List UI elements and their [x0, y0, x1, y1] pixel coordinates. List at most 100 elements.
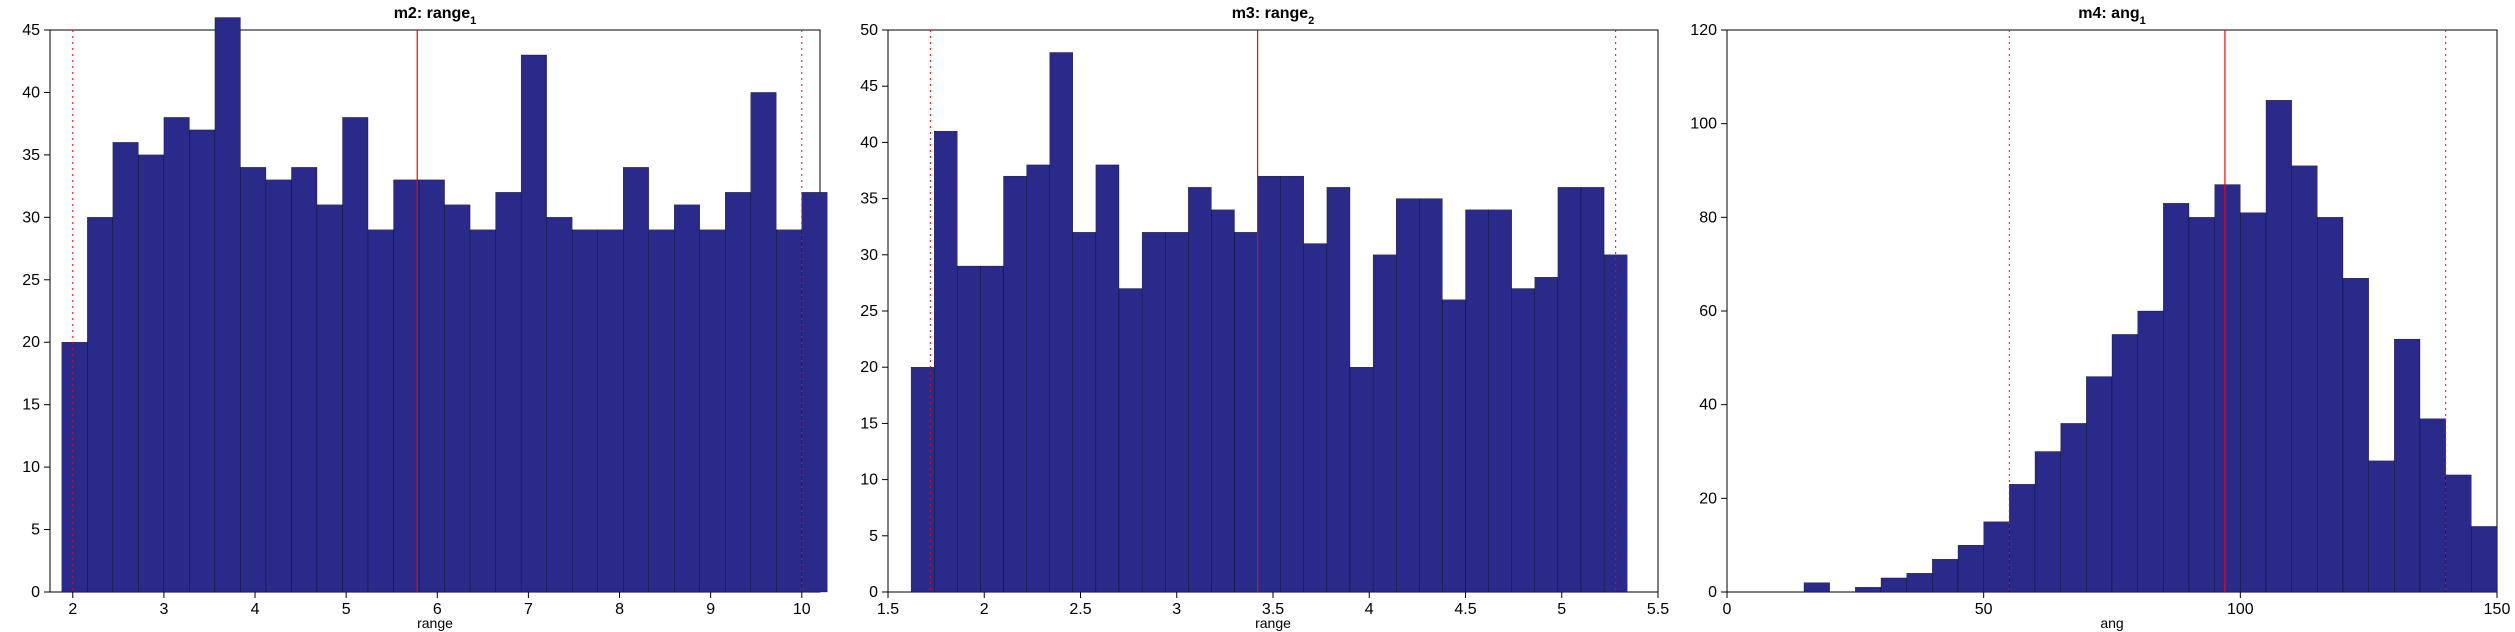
y-tick-label: 10 — [861, 472, 879, 489]
y-tick-label: 40 — [861, 134, 879, 151]
y-tick-label: 30 — [22, 209, 40, 226]
histogram-bar — [317, 205, 343, 592]
histogram-bar — [1304, 244, 1327, 592]
y-tick-label: 40 — [1699, 397, 1717, 414]
histogram-bar — [1443, 300, 1466, 592]
x-tick-label: 5 — [342, 601, 351, 618]
histogram-bar — [700, 230, 726, 592]
y-tick-label: 5 — [31, 522, 40, 539]
histogram-bar — [802, 192, 828, 592]
histogram-bar — [2112, 334, 2138, 592]
histogram-bar — [1027, 165, 1050, 592]
histogram-panel-1: 1.522.533.544.555.505101520253035404550m… — [838, 0, 1676, 632]
x-axis-label: ang — [2100, 615, 2123, 631]
histogram-bar — [394, 180, 420, 592]
y-tick-label: 40 — [22, 84, 40, 101]
histogram-bar — [935, 131, 958, 592]
histogram-bar — [1050, 52, 1073, 592]
x-tick-label: 150 — [2483, 601, 2510, 618]
histogram-bar — [2317, 217, 2343, 592]
histogram-bar — [751, 92, 777, 592]
histogram-bar — [2368, 461, 2394, 592]
y-tick-label: 5 — [869, 528, 878, 545]
histogram-bar — [1420, 199, 1443, 592]
histogram-bar — [1466, 210, 1489, 592]
histogram-bar — [240, 167, 266, 592]
histogram-bar — [1327, 187, 1350, 592]
histogram-bar — [1932, 559, 1958, 592]
histogram-bar — [62, 342, 88, 592]
histogram-panel-0: 2345678910051015202530354045m2: range1ra… — [0, 0, 838, 632]
histogram-bar — [1983, 522, 2009, 592]
histogram-bar — [343, 117, 369, 592]
histogram-bar — [1350, 367, 1373, 592]
histogram-bar — [2471, 526, 2497, 592]
histogram-bar — [164, 117, 190, 592]
histogram-bar — [776, 230, 802, 592]
y-tick-label: 30 — [861, 247, 879, 264]
histogram-bar — [87, 217, 113, 592]
y-tick-label: 0 — [1708, 584, 1717, 601]
histogram-bar — [1119, 289, 1142, 592]
x-tick-label: 3 — [159, 601, 168, 618]
histogram-panel-2: 050100150020406080100120m4: ang1ang — [1677, 0, 2515, 632]
y-tick-label: 20 — [22, 334, 40, 351]
y-tick-label: 45 — [861, 78, 879, 95]
x-tick-label: 8 — [615, 601, 624, 618]
histogram-bar — [725, 192, 751, 592]
histogram-bar — [496, 192, 522, 592]
histogram-bar — [266, 180, 292, 592]
x-tick-label: 4 — [1365, 601, 1374, 618]
histogram-bar — [1958, 545, 1984, 592]
x-tick-label: 2.5 — [1070, 601, 1092, 618]
x-tick-label: 9 — [706, 601, 715, 618]
histogram-bar — [623, 167, 649, 592]
x-tick-label: 1.5 — [877, 601, 899, 618]
histogram-bar — [1489, 210, 1512, 592]
histogram-bar — [1535, 277, 1558, 592]
x-tick-label: 2 — [980, 601, 989, 618]
histogram-bar — [1881, 578, 1907, 592]
histogram-bar — [1558, 187, 1581, 592]
histogram-bar — [419, 180, 445, 592]
histogram-bar — [2420, 419, 2446, 592]
x-tick-label: 4 — [251, 601, 260, 618]
histogram-bar — [1096, 165, 1119, 592]
x-tick-label: 50 — [1974, 601, 1992, 618]
y-tick-label: 20 — [1699, 490, 1717, 507]
histogram-bar — [1855, 587, 1881, 592]
x-axis-label: range — [417, 615, 453, 631]
x-tick-label: 2 — [68, 601, 77, 618]
histogram-bar — [521, 55, 547, 592]
y-tick-label: 35 — [861, 191, 879, 208]
x-tick-label: 100 — [2227, 601, 2254, 618]
y-tick-label: 25 — [861, 303, 879, 320]
histogram-bar — [291, 167, 317, 592]
x-tick-label: 5.5 — [1647, 601, 1669, 618]
histogram-bar — [215, 18, 241, 592]
y-tick-label: 25 — [22, 272, 40, 289]
histogram-bar — [445, 205, 471, 592]
histogram-bar — [2445, 475, 2471, 592]
y-tick-label: 120 — [1690, 22, 1717, 39]
histogram-bar — [1235, 232, 1258, 592]
histogram-bar — [1581, 187, 1604, 592]
x-tick-label: 4.5 — [1455, 601, 1477, 618]
histogram-bar — [981, 266, 1004, 592]
histogram-bar — [1166, 232, 1189, 592]
x-tick-label: 5 — [1558, 601, 1567, 618]
histogram-bar — [2394, 339, 2420, 592]
x-tick-label: 0 — [1722, 601, 1731, 618]
histogram-bar — [1142, 232, 1165, 592]
histogram-bar — [598, 230, 624, 592]
histogram-bar — [1906, 573, 1932, 592]
y-tick-label: 80 — [1699, 209, 1717, 226]
histogram-bar — [547, 217, 573, 592]
x-axis-label: range — [1255, 615, 1291, 631]
histogram-bar — [2060, 423, 2086, 592]
chart-row: 2345678910051015202530354045m2: range1ra… — [0, 0, 2515, 632]
y-tick-label: 45 — [22, 22, 40, 39]
histogram-bar — [1004, 176, 1027, 592]
y-tick-label: 100 — [1690, 116, 1717, 133]
histogram-bar — [2086, 377, 2112, 592]
